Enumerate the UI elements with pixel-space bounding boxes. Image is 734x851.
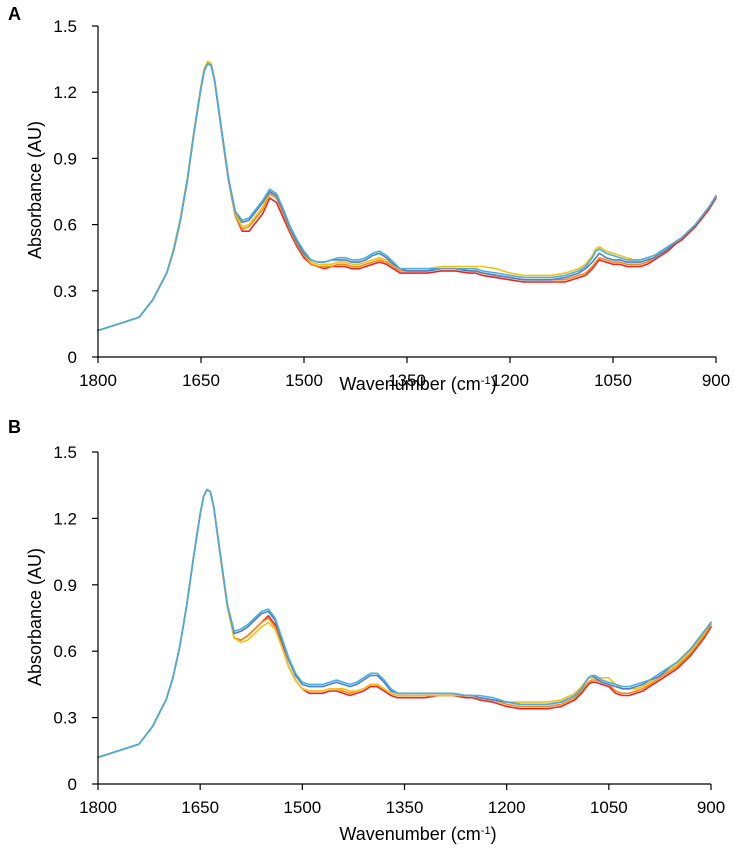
x-tick-label: 1500 xyxy=(283,798,321,817)
x-tick-label: 1050 xyxy=(590,798,628,817)
spectrum-line-5 xyxy=(97,62,717,332)
x-tick-label: 1800 xyxy=(79,798,117,817)
axes xyxy=(92,451,712,790)
y-tick-labels: 0 0.3 0.6 0.9 1.2 1.5 xyxy=(53,17,77,367)
axes xyxy=(92,25,717,363)
y-tick-labels: 0 0.3 0.6 0.9 1.2 1.5 xyxy=(53,443,77,794)
y-axis-title: Absorbance (AU) xyxy=(25,548,45,686)
x-tick-label: 1650 xyxy=(181,798,219,817)
x-tick-labels: 1800 1650 1500 1350 1200 1050 900 xyxy=(79,371,730,390)
y-axis-title: Absorbance (AU) xyxy=(25,121,45,259)
y-tick-label: 0 xyxy=(68,775,77,794)
panel-label-a: A xyxy=(8,4,21,24)
spectrum-line-3 xyxy=(97,488,712,759)
x-tick-label: 1050 xyxy=(594,371,632,390)
y-tick-label: 1.5 xyxy=(53,17,77,36)
x-axis-title: Wavenumber (cm-1) xyxy=(339,374,496,394)
y-tick-label: 0.3 xyxy=(53,709,77,728)
panel-label-b: B xyxy=(8,417,21,437)
spectra-series-group xyxy=(97,488,712,759)
x-tick-label: 1350 xyxy=(388,371,426,390)
spectra-series-group xyxy=(97,60,717,332)
spectrum-line-4 xyxy=(97,488,712,759)
spectrum-line-2 xyxy=(97,62,717,332)
y-tick-label: 0.9 xyxy=(53,149,77,168)
x-tick-label: 1200 xyxy=(488,798,526,817)
x-tick-label: 1200 xyxy=(491,371,529,390)
spectrum-line-1 xyxy=(97,488,712,759)
y-tick-label: 0.3 xyxy=(53,282,77,301)
spectrum-line-2 xyxy=(97,488,712,759)
y-tick-label: 1.5 xyxy=(53,443,77,462)
y-tick-label: 0.9 xyxy=(53,576,77,595)
y-tick-label: 1.2 xyxy=(53,83,77,102)
spectrum-line-1 xyxy=(97,62,717,332)
y-tick-label: 1.2 xyxy=(53,509,77,528)
chart-panel-a: A 1800 1650 1500 1350 1200 1050 900 0 0.3 0.6 0.9… xyxy=(8,4,730,394)
x-tick-labels: 1800 1650 1500 1350 1200 1050 900 xyxy=(79,798,725,817)
x-tick-label: 1350 xyxy=(386,798,424,817)
spectrum-line-5 xyxy=(97,488,712,759)
spectrum-line-4 xyxy=(97,62,717,332)
x-axis-title: Wavenumber (cm-1) xyxy=(339,824,496,844)
x-tick-label: 1500 xyxy=(285,371,323,390)
spectrum-line-3 xyxy=(97,60,717,332)
x-tick-label: 1800 xyxy=(79,371,117,390)
y-tick-label: 0.6 xyxy=(53,216,77,235)
chart-panel-b: B 1800 1650 1500 1350 1200 1050 900 0 0.3 0.6 0.9… xyxy=(8,417,725,844)
x-tick-label: 900 xyxy=(702,371,730,390)
y-tick-label: 0.6 xyxy=(53,642,77,661)
x-tick-label: 900 xyxy=(697,798,725,817)
y-tick-label: 0 xyxy=(68,348,77,367)
x-tick-label: 1650 xyxy=(182,371,220,390)
